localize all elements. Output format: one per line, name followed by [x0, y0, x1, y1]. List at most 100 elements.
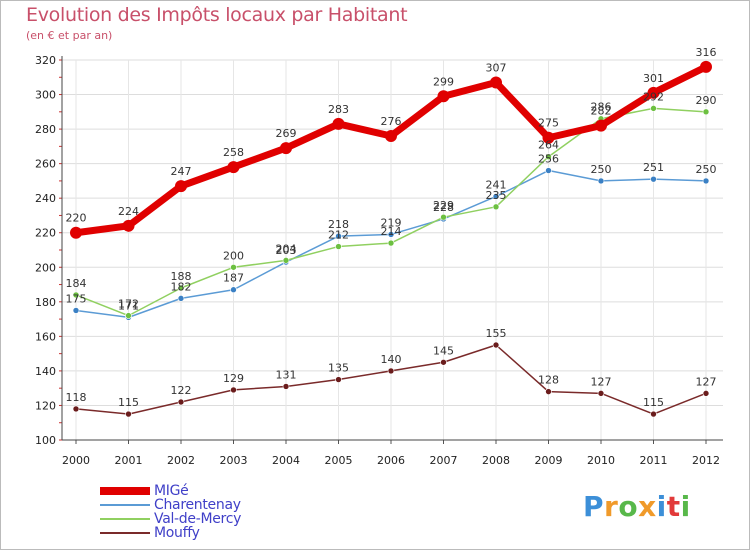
y-tick-label-200: 200: [35, 261, 56, 274]
data-point-mouffy-2000: [72, 405, 80, 413]
data-point-mouffy-2011: [650, 410, 657, 418]
legend-label-mig-: MIGé: [154, 483, 189, 499]
legend-swatch-mouffy: [100, 532, 150, 534]
data-point-mouffy-2002: [177, 398, 185, 406]
data-point-charentenay-2012: [702, 177, 710, 185]
y-tick-label-320: 320: [35, 54, 56, 67]
y-tick-label-100: 100: [35, 434, 56, 447]
data-label-val-de-mercy-2006: 214: [381, 225, 402, 238]
data-point-val-de-mercy-2000: [72, 291, 80, 299]
logo-letter: t: [666, 490, 681, 523]
data-label-charentenay-2002: 182: [171, 280, 192, 293]
data-point-val-de-mercy-2009: [545, 153, 552, 161]
data-point-mouffy-2010: [597, 390, 605, 397]
x-tick-label-2001: 2001: [115, 454, 143, 467]
data-label-mig--2008: 307: [486, 61, 507, 74]
data-label-charentenay-2001: 171: [118, 299, 139, 312]
data-labels: 175 171 182 187 203 218 219 228 241 256 250 251 250 1…: [66, 46, 717, 409]
data-label-charentenay-2009: 256: [538, 153, 559, 166]
logo-letter: i: [680, 490, 691, 523]
data-point-mouffy-2009: [545, 388, 552, 395]
data-point-val-de-mercy-2012: [702, 108, 710, 116]
data-label-charentenay-2011: 251: [643, 161, 664, 174]
data-point-mig--2005: [332, 117, 345, 130]
x-tick-label-2009: 2009: [535, 454, 563, 467]
data-label-val-de-mercy-2004: 204: [276, 242, 297, 255]
data-label-val-de-mercy-2000: 184: [66, 277, 87, 290]
data-point-val-de-mercy-2008: [492, 203, 500, 211]
y-tick-label-140: 140: [35, 365, 56, 378]
x-tick-label-2004: 2004: [272, 454, 300, 467]
chart-title: Evolution des Impôts locaux par Habitant: [26, 4, 408, 26]
data-point-mouffy-2001: [125, 410, 132, 418]
data-label-mig--2009: 275: [538, 117, 559, 130]
data-label-val-de-mercy-2011: 292: [643, 90, 664, 103]
data-label-val-de-mercy-2010: 286: [591, 101, 612, 114]
data-label-mouffy-2012: 127: [696, 375, 717, 388]
data-label-mig--2001: 224: [118, 205, 139, 218]
data-label-charentenay-2006: 219: [381, 216, 402, 229]
data-point-charentenay-2002: [177, 295, 185, 302]
data-label-mig--2006: 276: [381, 115, 402, 128]
data-label-mouffy-2001: 115: [118, 396, 139, 409]
y-tick-label-160: 160: [35, 330, 56, 343]
x-tick-label-2012: 2012: [692, 454, 720, 467]
data-point-mig--2012: [700, 60, 712, 73]
y-tick-label-120: 120: [35, 399, 56, 412]
data-label-charentenay-2012: 250: [696, 163, 717, 176]
data-point-mig--2003: [227, 161, 240, 174]
y-tick-label-240: 240: [35, 192, 56, 205]
data-point-charentenay-2003: [230, 286, 237, 294]
x-tick-label-2010: 2010: [587, 454, 615, 467]
data-point-charentenay-2010: [597, 177, 605, 185]
x-tick-label-2007: 2007: [430, 454, 458, 467]
logo-letter: x: [638, 490, 657, 523]
data-label-val-de-mercy-2003: 200: [223, 249, 244, 262]
data-point-mig--2006: [385, 130, 397, 142]
data-point-mig--2010: [595, 119, 607, 132]
data-label-mig--2007: 299: [433, 75, 454, 88]
legend-swatch-mig-: [100, 487, 150, 495]
data-point-charentenay-2008: [492, 193, 500, 200]
data-point-mouffy-2003: [230, 386, 237, 394]
logo-letter: r: [604, 490, 619, 523]
data-label-mig--2010: 282: [591, 105, 612, 118]
data-label-val-de-mercy-2009: 264: [538, 139, 559, 152]
data-point-mouffy-2006: [387, 367, 395, 375]
data-point-val-de-mercy-2007: [440, 213, 447, 221]
x-tick-label-2000: 2000: [62, 454, 90, 467]
x-tick-label-2008: 2008: [482, 454, 510, 467]
data-label-val-de-mercy-2005: 212: [328, 229, 349, 242]
data-label-mouffy-2010: 127: [591, 375, 612, 388]
y-tick-label-280: 280: [35, 123, 56, 136]
data-label-charentenay-2007: 228: [433, 201, 454, 214]
data-point-charentenay-2011: [650, 175, 657, 183]
y-tick-label-220: 220: [35, 227, 56, 240]
data-point-mig--2009: [542, 131, 555, 144]
legend-swatch-val-de-mercy: [100, 518, 150, 520]
data-label-mig--2011: 301: [643, 72, 664, 85]
x-tick-label-2005: 2005: [325, 454, 353, 467]
legend-label-mouffy: Mouffy: [154, 525, 200, 541]
data-label-mouffy-2002: 122: [171, 384, 192, 397]
axes: 100 120 140 160 180 200 220 240 260 280 300 320 2000…: [35, 54, 723, 467]
logo-letter: o: [618, 490, 639, 523]
data-point-mig--2011: [647, 86, 660, 99]
data-point-charentenay-2006: [387, 231, 395, 238]
data-point-val-de-mercy-2011: [650, 105, 657, 112]
data-point-mouffy-2012: [702, 390, 710, 397]
data-point-mig--2000: [70, 226, 82, 239]
data-label-mig--2002: 247: [171, 165, 192, 178]
data-point-val-de-mercy-2001: [125, 312, 132, 319]
y-tick-label-300: 300: [35, 89, 56, 102]
x-tick-label-2011: 2011: [640, 454, 668, 467]
data-label-val-de-mercy-2007: 229: [433, 199, 454, 212]
data-point-charentenay-2005: [335, 232, 342, 240]
data-label-mouffy-2000: 118: [66, 391, 87, 404]
data-point-mig--2004: [280, 142, 292, 155]
data-point-mouffy-2007: [440, 358, 447, 366]
data-point-mig--2002: [175, 180, 187, 193]
chart-subtitle: (en € et par an): [26, 29, 113, 42]
data-point-mouffy-2008: [492, 341, 500, 349]
data-point-mig--2001: [122, 219, 135, 232]
